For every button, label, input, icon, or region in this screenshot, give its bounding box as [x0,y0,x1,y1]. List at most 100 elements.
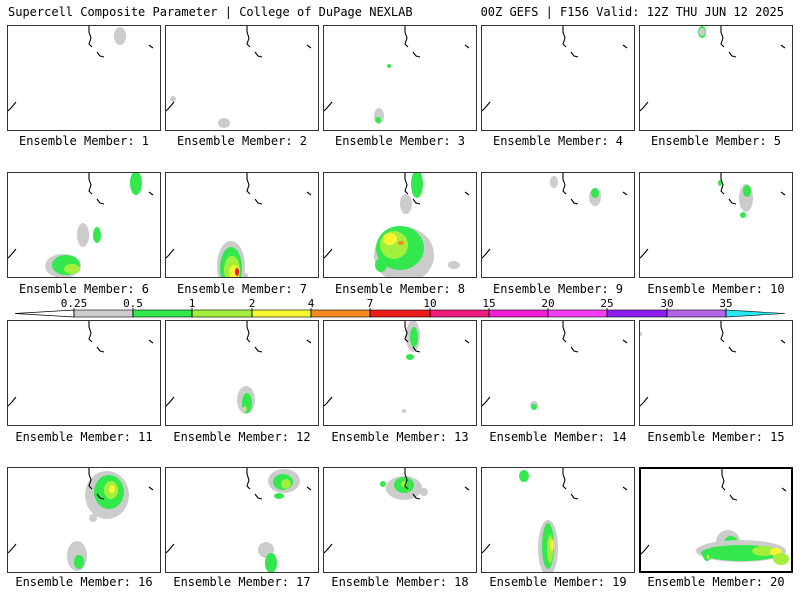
legend-tick-label: 1 [189,298,196,310]
legend-low-arrow [14,309,75,318]
scp-contour [89,514,97,522]
legend-swatch [251,309,312,318]
map-panel-member-5 [639,25,793,131]
map-plot [324,468,470,554]
scp-contour [242,273,248,277]
coastline-outline [482,321,628,407]
coastline-outline [166,173,312,259]
member-caption: Ensemble Member: 15 [647,430,785,444]
scp-contour [74,555,84,569]
coastline-outline [166,468,312,554]
coastline-outline [482,468,628,554]
coastline-outline [640,173,786,259]
scp-contour [773,553,789,565]
legend-tick-label: 7 [367,298,374,310]
map-panel-member-19 [481,467,635,573]
coastline-outline [166,321,312,407]
map-plot [482,468,628,572]
map-panel-member-13 [323,320,477,426]
scp-contour [170,96,176,102]
scp-contour [740,212,746,218]
coastline-outline [8,321,154,407]
coastline-outline [482,26,628,112]
map-panel-member-17 [165,467,319,573]
scp-contour [130,173,142,195]
scp-contour [699,28,705,36]
legend-swatch [73,309,134,318]
scp-contour [420,488,428,496]
map-panel-member-4 [481,25,635,131]
member-caption: Ensemble Member: 18 [331,575,469,589]
member-caption: Ensemble Member: 8 [334,282,466,296]
scp-contour [411,173,423,198]
scp-contour [718,180,722,186]
scp-contour [448,261,460,269]
map-panel-member-9 [481,172,635,278]
legend-swatch [369,309,431,318]
scp-contour [406,354,414,360]
map-plot [166,321,312,414]
legend-swatch [547,309,608,318]
map-plot [482,321,628,410]
member-caption: Ensemble Member: 6 [18,282,150,296]
map-plot [166,468,312,572]
scp-contour [410,327,418,347]
coastline-outline [324,321,470,407]
scp-contour [281,479,291,489]
coastline-outline [324,173,470,259]
member-caption: Ensemble Member: 5 [650,134,782,148]
member-caption: Ensemble Member: 19 [489,575,627,589]
map-panel-member-16 [7,467,161,573]
coastline-outline [8,26,154,112]
legend-tick-label: 25 [600,298,613,310]
scp-contour [380,481,386,487]
valid-time-label: 00Z GEFS | F156 Valid: 12Z THU JUN 12 20… [480,5,784,19]
legend-swatch [666,309,727,318]
scp-contour [550,176,558,188]
member-caption: Ensemble Member: 3 [334,134,466,148]
map-plot [8,26,154,112]
coastline-outline [166,26,312,112]
member-caption: Ensemble Member: 7 [176,282,308,296]
member-caption: Ensemble Member: 14 [489,430,627,444]
legend-tick-label: 0.5 [123,298,143,310]
legend-swatch [310,309,371,318]
legend-swatch [725,309,786,318]
legend-tick-label: 2 [249,298,256,310]
member-caption: Ensemble Member: 16 [15,575,153,589]
member-caption: Ensemble Member: 11 [15,430,153,444]
scp-contour [375,117,381,123]
scp-contour [114,27,126,45]
legend-swatch [429,309,490,318]
member-caption: Ensemble Member: 10 [647,282,785,296]
map-panel-member-1 [7,25,161,131]
scp-contour [640,332,642,336]
legend-tick-label: 20 [541,298,554,310]
coastline-outline [640,26,786,112]
map-panel-member-12 [165,320,319,426]
scp-contour [64,264,80,274]
legend-swatch [132,309,193,318]
legend-tick-label: 0.25 [61,298,88,310]
member-caption: Ensemble Member: 4 [492,134,624,148]
scp-contour [752,546,776,556]
coastline-outline [641,469,787,555]
map-panel-member-8 [323,172,477,278]
map-plot [8,468,154,571]
member-caption: Ensemble Member: 12 [173,430,311,444]
legend-swatch [606,309,668,318]
scp-contour [383,233,397,245]
scp-contour [274,493,284,499]
scp-contour [242,407,246,411]
map-plot [8,321,154,407]
legend-tick-label: 30 [660,298,673,310]
map-panel-member-20 [639,467,793,573]
scp-contour [218,118,230,128]
legend-tick-label: 10 [423,298,436,310]
coastline-outline [8,173,154,259]
scp-contour [703,551,711,561]
map-panel-member-15 [639,320,793,426]
scp-contour [519,470,529,482]
map-plot [482,26,628,112]
map-panel-member-6 [7,172,161,278]
